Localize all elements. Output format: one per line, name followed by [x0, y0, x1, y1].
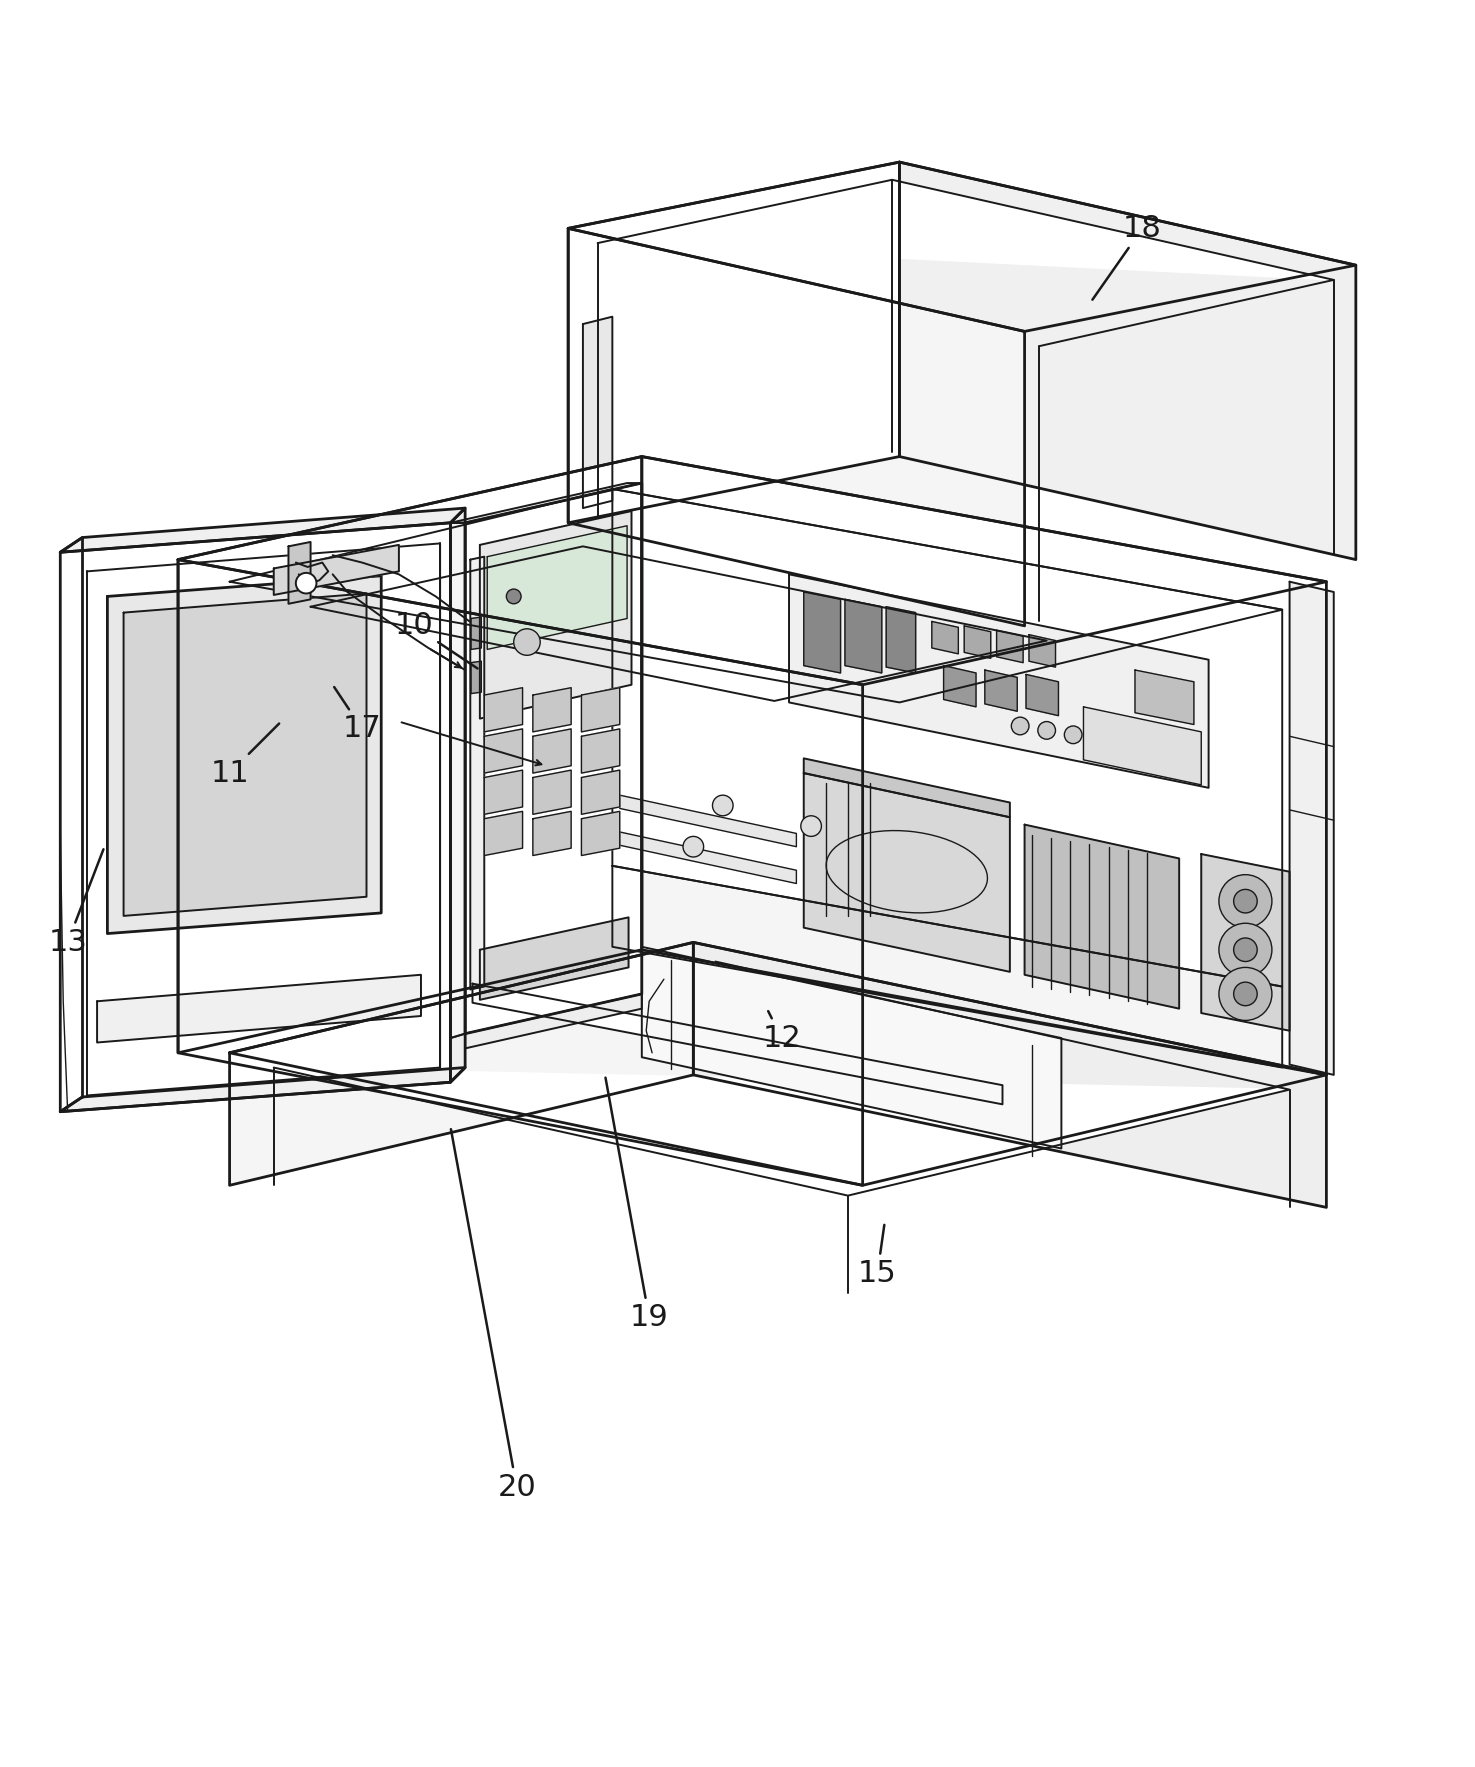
Polygon shape [804, 592, 841, 673]
Polygon shape [620, 795, 797, 846]
Polygon shape [581, 730, 619, 774]
Polygon shape [1030, 634, 1056, 668]
Circle shape [1038, 721, 1056, 739]
Circle shape [513, 629, 540, 656]
Circle shape [1233, 982, 1257, 1005]
Circle shape [683, 836, 704, 857]
Circle shape [296, 573, 317, 594]
Polygon shape [581, 770, 619, 815]
Polygon shape [230, 942, 1326, 1186]
Polygon shape [472, 984, 1003, 1104]
Text: 11: 11 [211, 723, 279, 788]
Polygon shape [178, 456, 1326, 686]
Polygon shape [944, 666, 976, 707]
Polygon shape [124, 594, 366, 915]
Polygon shape [1289, 581, 1333, 1074]
Circle shape [506, 588, 521, 604]
Polygon shape [620, 832, 797, 884]
Polygon shape [450, 523, 465, 1037]
Polygon shape [997, 631, 1024, 663]
Polygon shape [87, 544, 440, 1067]
Polygon shape [484, 730, 522, 774]
Polygon shape [693, 942, 1326, 1207]
Polygon shape [845, 599, 882, 673]
Polygon shape [642, 947, 1062, 1149]
Polygon shape [311, 546, 1047, 701]
Text: 18: 18 [1093, 214, 1162, 300]
Polygon shape [532, 811, 571, 855]
Polygon shape [484, 770, 522, 815]
Polygon shape [178, 560, 863, 1186]
Polygon shape [583, 316, 612, 509]
Polygon shape [60, 1067, 465, 1111]
Text: 10: 10 [394, 611, 478, 668]
Polygon shape [568, 163, 900, 523]
Polygon shape [471, 617, 481, 650]
Polygon shape [965, 626, 991, 659]
Polygon shape [597, 180, 1333, 279]
Polygon shape [1201, 853, 1289, 1030]
Circle shape [1065, 726, 1083, 744]
Polygon shape [274, 544, 398, 595]
Polygon shape [804, 774, 1010, 972]
Polygon shape [532, 770, 571, 815]
Polygon shape [230, 489, 1282, 703]
Text: 12: 12 [763, 1011, 801, 1053]
Polygon shape [471, 557, 484, 990]
Polygon shape [932, 622, 959, 654]
Circle shape [1233, 938, 1257, 961]
Text: 20: 20 [451, 1129, 535, 1502]
Text: 13: 13 [49, 850, 103, 958]
Polygon shape [60, 523, 450, 1111]
Polygon shape [97, 975, 420, 1043]
Polygon shape [900, 163, 1356, 560]
Polygon shape [568, 163, 1356, 332]
Polygon shape [465, 993, 642, 1048]
Text: 15: 15 [858, 1225, 897, 1288]
Polygon shape [581, 811, 619, 855]
Polygon shape [274, 1067, 1289, 1196]
Circle shape [801, 816, 822, 836]
Polygon shape [886, 606, 916, 673]
Circle shape [712, 795, 733, 816]
Polygon shape [479, 511, 631, 719]
Polygon shape [1084, 707, 1201, 785]
Polygon shape [789, 574, 1208, 788]
Text: 19: 19 [606, 1078, 668, 1332]
Polygon shape [450, 523, 465, 1037]
Polygon shape [108, 576, 381, 933]
Polygon shape [1025, 825, 1179, 1009]
Polygon shape [532, 687, 571, 732]
Polygon shape [1134, 670, 1193, 724]
Polygon shape [568, 228, 1025, 626]
Circle shape [1218, 922, 1271, 975]
Polygon shape [985, 670, 1018, 712]
Polygon shape [612, 866, 1282, 1067]
Polygon shape [484, 811, 522, 855]
Polygon shape [1027, 675, 1059, 716]
Polygon shape [612, 489, 1282, 986]
Polygon shape [289, 542, 311, 604]
Polygon shape [642, 456, 1326, 1074]
Polygon shape [479, 917, 628, 1000]
Polygon shape [450, 509, 465, 1081]
Polygon shape [484, 687, 522, 732]
Circle shape [1218, 967, 1271, 1020]
Polygon shape [471, 661, 481, 694]
Polygon shape [804, 758, 1010, 818]
Polygon shape [581, 687, 619, 732]
Polygon shape [532, 730, 571, 774]
Circle shape [1218, 875, 1271, 928]
Polygon shape [230, 942, 693, 1186]
Circle shape [1012, 717, 1030, 735]
Circle shape [1233, 889, 1257, 914]
Polygon shape [465, 482, 642, 1034]
Polygon shape [487, 527, 627, 650]
Polygon shape [450, 482, 642, 523]
Polygon shape [178, 456, 642, 1053]
Text: 17: 17 [335, 687, 382, 744]
Polygon shape [60, 509, 465, 553]
